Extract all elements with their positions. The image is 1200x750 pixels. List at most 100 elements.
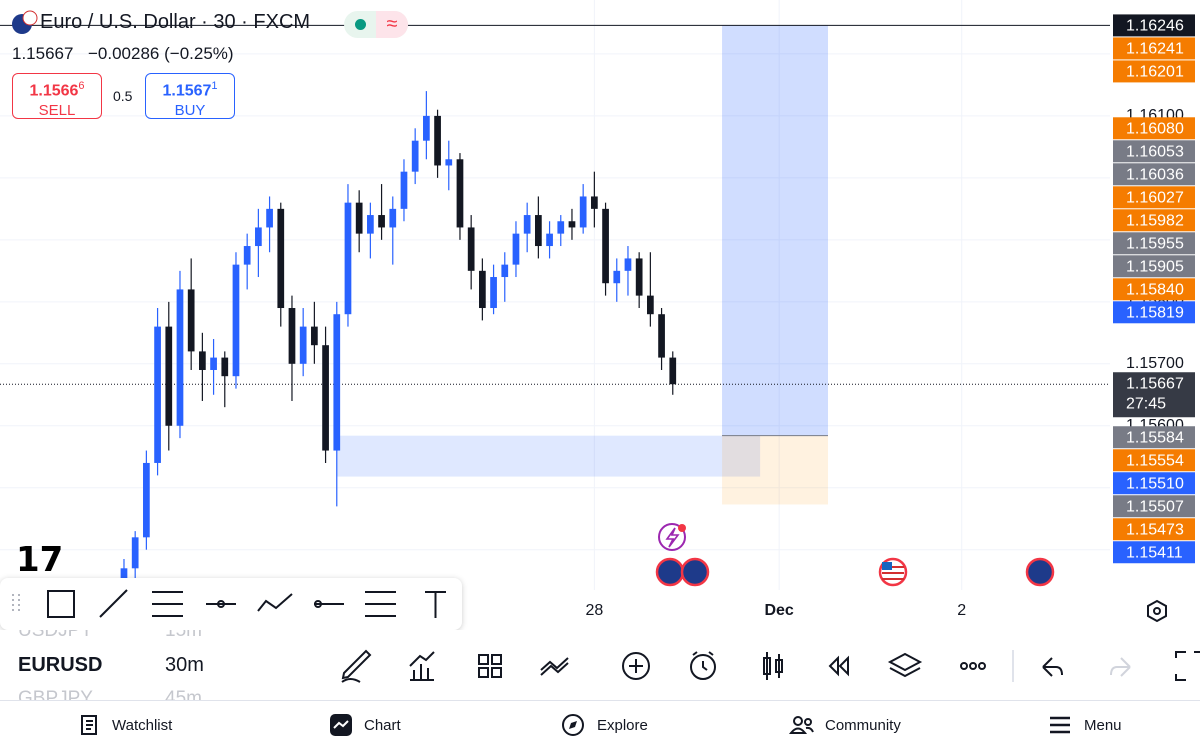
price-badge-label: 1.15955 <box>1126 236 1184 253</box>
menu-icon <box>1050 716 1070 734</box>
candle-body <box>299 326 307 364</box>
line-tool[interactable] <box>99 589 128 618</box>
symbol-title: Euro / U.S. Dollar · 30 · FXCM <box>40 11 311 33</box>
sell-digit: 6 <box>78 80 85 92</box>
status-pill[interactable]: ≈ <box>344 11 408 38</box>
nav-label: Chart <box>364 716 401 734</box>
stop-area <box>722 435 828 505</box>
y-tick-label: 1.15700 <box>1126 355 1184 372</box>
candle-body <box>131 537 139 569</box>
nav-watchlist[interactable]: Watchlist <box>78 700 172 750</box>
nav-label: Explore <box>597 716 648 734</box>
price-badge-label: 1.16053 <box>1126 144 1184 161</box>
rect-tool[interactable] <box>47 590 75 618</box>
candle-icon[interactable] <box>763 652 783 680</box>
candle-body <box>658 314 665 358</box>
fullscreen-icon[interactable] <box>1175 651 1200 681</box>
add-icon[interactable] <box>622 652 650 680</box>
candle-body <box>602 208 609 284</box>
nav-community[interactable]: Community <box>789 700 901 750</box>
spread: 0.5 <box>113 88 133 104</box>
nav-menu[interactable]: Menu <box>1048 700 1122 750</box>
price-badge-label: 1.15905 <box>1126 259 1184 276</box>
candle-body <box>143 462 150 538</box>
fib-tool[interactable] <box>152 591 183 617</box>
more-icon[interactable] <box>960 662 986 670</box>
price-badge-label: 1.15584 <box>1126 429 1184 446</box>
draw-icon[interactable] <box>341 649 372 683</box>
candle-body <box>501 264 509 278</box>
candle-body <box>456 159 464 228</box>
candle-body <box>535 215 542 247</box>
candle-body <box>389 208 397 228</box>
candle-body <box>277 208 285 309</box>
last-price-label: 1.15667 <box>1126 375 1184 392</box>
nav-explore[interactable]: Explore <box>561 700 648 750</box>
sell-price: 1.1566 <box>29 82 79 100</box>
price-badge-label: 1.16201 <box>1126 64 1184 81</box>
drawing-toolbar <box>0 578 462 630</box>
price-badge <box>1113 232 1195 255</box>
candle-body <box>624 258 632 271</box>
alert-icon[interactable] <box>690 651 716 680</box>
price-badge <box>1113 278 1195 301</box>
price-badge <box>1113 426 1195 449</box>
interval-below[interactable]: 45m <box>165 688 202 700</box>
candle-body <box>445 159 453 166</box>
last-price: 1.15667 <box>12 44 74 63</box>
price-badge <box>1113 301 1195 324</box>
nav-chart[interactable]: Chart <box>329 700 401 750</box>
settings-icon[interactable] <box>1147 599 1167 623</box>
candle-body <box>568 221 576 228</box>
symbol-above[interactable]: USDJPY <box>18 630 93 641</box>
replay-icon[interactable] <box>828 655 849 677</box>
candle-body <box>367 215 374 234</box>
indicator-icon[interactable] <box>409 651 435 681</box>
candle-body <box>288 308 296 364</box>
ray-tool[interactable] <box>206 600 236 608</box>
x-tick-label: 2 <box>957 602 966 619</box>
interval-above[interactable]: 15m <box>165 630 202 641</box>
event-icons[interactable] <box>655 523 1055 587</box>
candle-body <box>669 357 677 385</box>
candle-body <box>479 270 486 309</box>
candle-body <box>411 140 419 172</box>
x-tick-label: 28 <box>585 602 603 619</box>
chart: 1.154001.155001.156001.157001.158001.159… <box>0 0 1195 623</box>
price-badge <box>1113 117 1195 140</box>
price-badge-label: 1.15510 <box>1126 475 1184 492</box>
candle-body <box>176 289 184 426</box>
candle-body <box>434 115 441 166</box>
price-badge-label: 1.15982 <box>1126 213 1184 230</box>
candle-body <box>467 227 475 271</box>
interval[interactable]: 30m <box>165 654 204 676</box>
pitch-tool[interactable] <box>365 591 396 617</box>
logo: 𝟭𝟳 <box>16 541 63 579</box>
nav-label: Community <box>825 716 901 734</box>
candle-body <box>210 357 217 370</box>
zone <box>336 435 761 477</box>
layers-icon[interactable] <box>887 652 923 678</box>
price-badge <box>1113 140 1195 163</box>
symbol[interactable]: EURUSD <box>18 654 103 676</box>
price-badge-label: 1.15473 <box>1126 521 1184 538</box>
path-tool[interactable] <box>257 593 293 612</box>
text-tool[interactable] <box>425 591 446 618</box>
candle-body <box>423 115 430 141</box>
candle-body <box>635 258 643 296</box>
redo-icon[interactable] <box>1110 657 1131 677</box>
x-tick-label: Dec <box>764 602 793 619</box>
chart-icon <box>330 714 352 736</box>
price-badge-label: 1.16027 <box>1126 190 1184 207</box>
symbol-below[interactable]: GBPJPY <box>18 688 93 700</box>
buy-button[interactable]: 1.15671 BUY <box>145 73 235 119</box>
nav-label: Watchlist <box>112 716 173 734</box>
price-badge-label: 1.16080 <box>1126 121 1184 138</box>
compare-icon[interactable] <box>540 657 569 676</box>
hline-tool[interactable] <box>314 600 344 608</box>
sell-button[interactable]: 1.15666 SELL <box>12 73 102 119</box>
undo-icon[interactable] <box>1042 657 1063 677</box>
layout-icon[interactable] <box>478 654 502 678</box>
candle-body <box>333 314 341 451</box>
